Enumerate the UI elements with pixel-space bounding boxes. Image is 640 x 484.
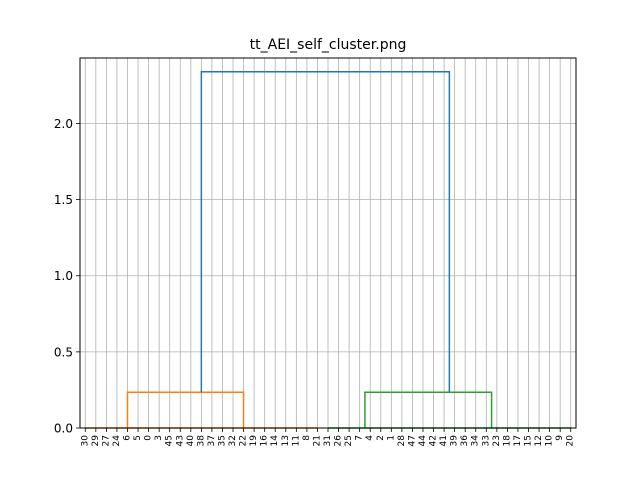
x-tick-label: 18 — [502, 435, 512, 447]
x-tick-label: 2 — [376, 435, 386, 441]
x-tick-label: 31 — [323, 435, 333, 446]
x-tick-label: 6 — [122, 435, 132, 441]
x-tick-label: 13 — [281, 435, 291, 446]
x-tick-label: 22 — [239, 435, 249, 446]
x-tick-label: 17 — [513, 435, 523, 446]
x-tick-label: 1 — [386, 435, 396, 441]
x-tick-label: 4 — [365, 435, 375, 441]
x-tick-label: 44 — [418, 435, 428, 447]
x-tick-label: 28 — [397, 435, 407, 447]
y-tick-label: 0.5 — [54, 345, 73, 359]
x-tick-label: 35 — [217, 435, 227, 446]
x-tick-label: 21 — [312, 435, 322, 446]
x-tick-label: 30 — [80, 435, 90, 447]
x-tick-label: 37 — [207, 435, 217, 446]
dendrogram-link — [126, 391, 245, 428]
x-tick-label: 45 — [165, 435, 175, 446]
x-tick-label: 29 — [91, 435, 101, 447]
x-tick-label: 9 — [555, 435, 565, 441]
x-tick-label: 32 — [228, 435, 238, 446]
x-tick-label: 34 — [471, 435, 481, 447]
x-tick-label: 20 — [566, 435, 576, 447]
dendrogram-link — [364, 391, 493, 428]
x-tick-label: 42 — [429, 435, 439, 446]
x-tick-label: 27 — [101, 435, 111, 446]
x-tick-label: 5 — [133, 435, 143, 441]
x-tick-label: 39 — [450, 435, 460, 447]
y-tick-label: 2.0 — [54, 117, 73, 131]
x-tick-label: 3 — [154, 435, 164, 441]
x-tick-label: 0 — [144, 435, 154, 441]
x-tick-label: 23 — [492, 435, 502, 446]
x-tick-label: 7 — [355, 435, 365, 441]
x-tick-label: 40 — [186, 435, 196, 447]
x-tick-label: 15 — [524, 435, 534, 446]
y-tick-label: 1.5 — [54, 193, 73, 207]
x-tick-label: 41 — [439, 435, 449, 446]
y-tick-label: 0.0 — [54, 422, 73, 436]
x-tick-label: 26 — [334, 435, 344, 447]
x-tick-label: 11 — [291, 435, 301, 446]
axes: 0.00.51.01.52.030 29 27 24 6 5 0 3 45 43 40 38 37 35 3… — [54, 117, 576, 446]
x-tick-label: 47 — [407, 435, 417, 446]
x-tick-label: 10 — [545, 435, 555, 447]
x-tick-label: 25 — [344, 435, 354, 446]
x-tick-label: 33 — [481, 435, 491, 446]
x-tick-label: 24 — [112, 435, 122, 447]
x-tick-label: 14 — [270, 435, 280, 447]
x-tick-label: 19 — [249, 435, 259, 447]
chart-title: tt_AEI_self_cluster.png — [250, 37, 407, 53]
x-tick-label: 43 — [175, 435, 185, 446]
x-tick-label: 12 — [534, 435, 544, 446]
x-tick-label: 38 — [196, 435, 206, 447]
dendrogram-link — [200, 70, 451, 393]
y-tick-label: 1.0 — [54, 269, 73, 283]
x-tick-label: 16 — [260, 435, 270, 447]
x-tick-label: 8 — [302, 435, 312, 441]
x-tick-label: 36 — [460, 435, 470, 447]
